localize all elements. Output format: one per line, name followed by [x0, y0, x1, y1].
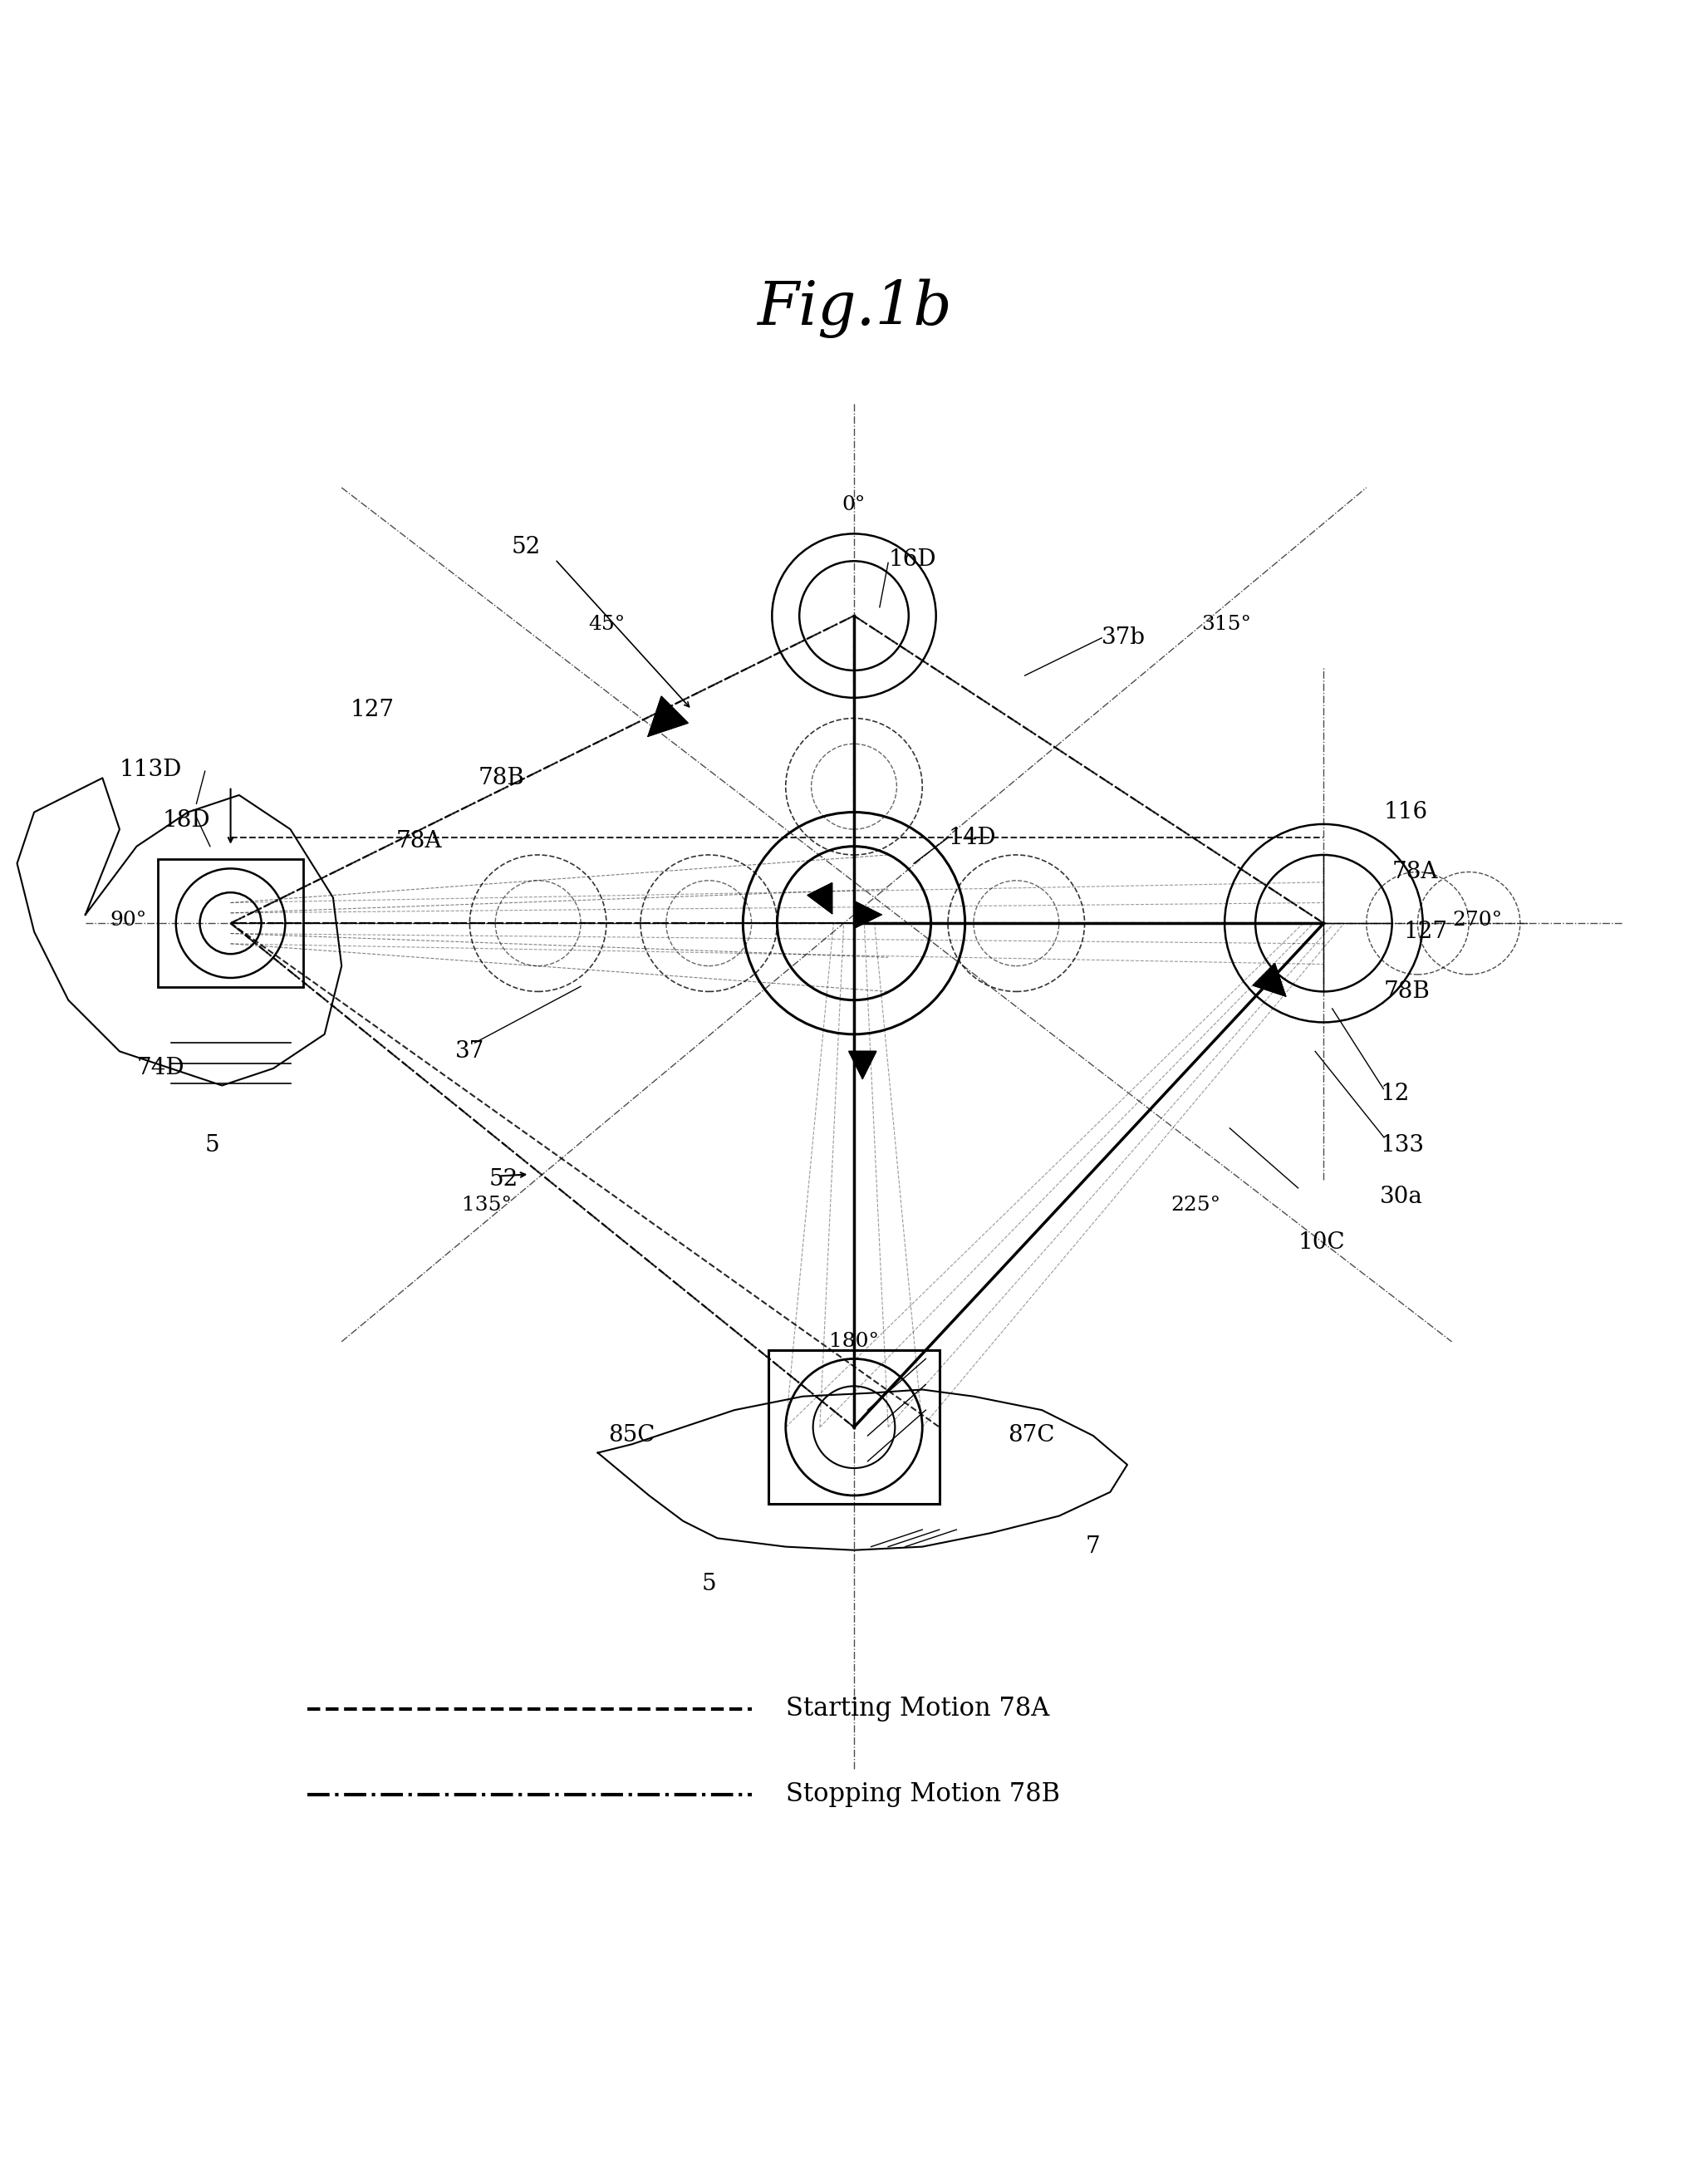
Text: 90°: 90°: [109, 910, 147, 929]
Text: 315°: 315°: [1201, 614, 1252, 634]
Text: Stopping Motion 78B: Stopping Motion 78B: [786, 1782, 1061, 1806]
Text: 127: 127: [1404, 921, 1448, 942]
Polygon shape: [1254, 964, 1286, 996]
Text: 180°: 180°: [828, 1333, 880, 1350]
Text: 270°: 270°: [1452, 910, 1503, 929]
Text: 5: 5: [205, 1133, 220, 1157]
Text: 7: 7: [1086, 1535, 1100, 1559]
Text: 135°: 135°: [461, 1196, 512, 1214]
Bar: [157, 860, 304, 988]
Text: 52: 52: [488, 1168, 519, 1190]
Text: 12: 12: [1380, 1083, 1409, 1105]
Text: 85C: 85C: [608, 1424, 654, 1446]
Text: 52: 52: [511, 536, 541, 558]
Text: 78A: 78A: [1392, 860, 1438, 884]
Text: 16D: 16D: [888, 547, 936, 571]
Text: 133: 133: [1380, 1133, 1424, 1157]
Text: 87C: 87C: [1008, 1424, 1054, 1446]
Polygon shape: [849, 1051, 876, 1079]
Polygon shape: [854, 901, 881, 929]
Text: 74D: 74D: [137, 1057, 184, 1079]
Text: 116: 116: [1383, 801, 1428, 823]
Text: 225°: 225°: [1170, 1196, 1221, 1214]
Text: 14D: 14D: [948, 827, 996, 849]
Text: 37: 37: [454, 1040, 485, 1062]
Text: 127: 127: [350, 699, 395, 721]
Polygon shape: [647, 697, 688, 736]
Text: 0°: 0°: [842, 495, 866, 515]
Text: 18D: 18D: [162, 810, 210, 831]
Bar: [769, 1350, 939, 1505]
Text: Fig.1b: Fig.1b: [757, 278, 951, 339]
Text: 5: 5: [702, 1574, 716, 1596]
Text: 78B: 78B: [478, 766, 524, 790]
Text: 78A: 78A: [396, 829, 442, 853]
Text: 45°: 45°: [588, 614, 625, 634]
Polygon shape: [808, 884, 832, 914]
Text: 113D: 113D: [120, 758, 183, 782]
Text: 30a: 30a: [1380, 1185, 1423, 1207]
Text: 37b: 37b: [1102, 627, 1146, 649]
Text: 78B: 78B: [1383, 981, 1430, 1003]
Text: 10C: 10C: [1298, 1231, 1346, 1255]
Text: Starting Motion 78A: Starting Motion 78A: [786, 1696, 1049, 1722]
